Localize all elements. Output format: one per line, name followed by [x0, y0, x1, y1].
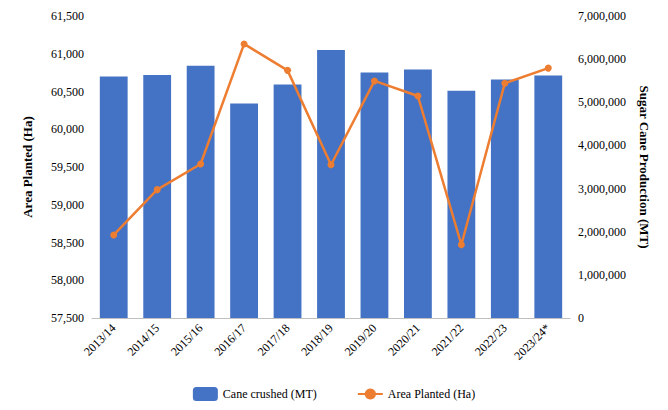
svg-text:Area Planted (Ha): Area Planted (Ha) — [388, 387, 475, 401]
svg-text:61,500: 61,500 — [51, 9, 84, 23]
svg-text:58,500: 58,500 — [51, 236, 84, 250]
svg-text:60,000: 60,000 — [51, 122, 84, 136]
svg-text:5,000,000: 5,000,000 — [578, 95, 626, 109]
svg-text:2020/21: 2020/21 — [385, 321, 423, 359]
svg-text:3,000,000: 3,000,000 — [578, 182, 626, 196]
svg-text:2023/24*: 2023/24* — [511, 321, 553, 363]
svg-text:2018/19: 2018/19 — [298, 321, 336, 359]
svg-text:Sugar Cane Production (MT): Sugar Cane Production (MT) — [637, 85, 652, 248]
svg-text:Cane crushed (MT): Cane crushed (MT) — [223, 387, 317, 401]
svg-text:2015/16: 2015/16 — [168, 321, 206, 359]
svg-text:2021/22: 2021/22 — [429, 321, 467, 359]
svg-text:2016/17: 2016/17 — [211, 321, 249, 359]
svg-text:2017/18: 2017/18 — [255, 321, 293, 359]
svg-text:58,000: 58,000 — [51, 273, 84, 287]
svg-text:2,000,000: 2,000,000 — [578, 225, 626, 239]
svg-text:2019/20: 2019/20 — [342, 321, 380, 359]
svg-text:1,000,000: 1,000,000 — [578, 268, 626, 282]
svg-text:6,000,000: 6,000,000 — [578, 52, 626, 66]
svg-text:60,500: 60,500 — [51, 85, 84, 99]
svg-text:57,500: 57,500 — [51, 311, 84, 325]
svg-text:0: 0 — [578, 311, 584, 325]
svg-text:2022/23: 2022/23 — [472, 321, 510, 359]
svg-text:2013/14: 2013/14 — [81, 321, 119, 359]
svg-text:61,000: 61,000 — [51, 47, 84, 61]
svg-text:7,000,000: 7,000,000 — [578, 9, 626, 23]
svg-text:4,000,000: 4,000,000 — [578, 138, 626, 152]
svg-text:59,500: 59,500 — [51, 160, 84, 174]
svg-text:Area Planted (Ha): Area Planted (Ha) — [20, 116, 35, 218]
svg-text:59,000: 59,000 — [51, 198, 84, 212]
svg-text:2014/15: 2014/15 — [124, 321, 162, 359]
